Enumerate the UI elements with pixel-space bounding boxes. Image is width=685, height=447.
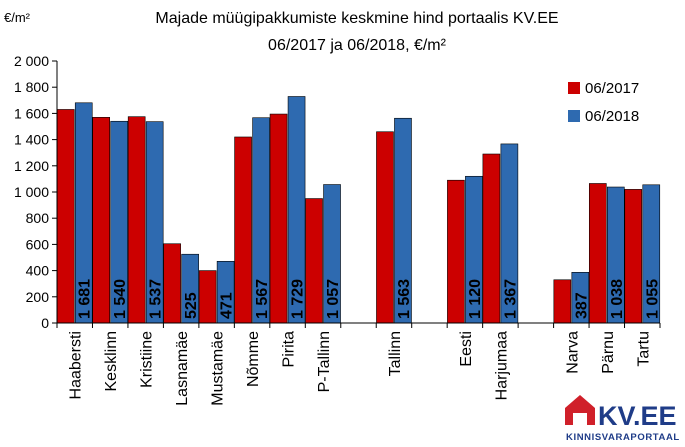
bar-2017-tartu [624,189,643,324]
data-label-2018-kesklinn: 1 540 [112,279,129,319]
bars [56,96,661,324]
x-tick-label-lasnamae: Lasnamäe [174,331,191,406]
data-label-2018-tallinn: 1 563 [396,279,413,319]
data-label-2018-harjumaa: 1 367 [502,279,519,319]
chart-subtitle: 06/2017 ja 06/2018, €/m² [268,37,447,54]
y-tick-label: 0 [41,315,49,331]
x-tick-label-narva: Narva [564,331,581,374]
x-tick-label-eesti: Eesti [458,331,475,367]
y-tick-label: 1 600 [14,105,49,121]
data-label-2018-parnu: 1 038 [609,279,626,319]
x-tick-label-harjumaa: Harjumaa [493,331,510,400]
data-label-2018-p-tallinn: 1 057 [325,279,342,319]
data-label-2018-tartu: 1 055 [644,279,661,319]
bar-2017-tallinn [376,131,394,324]
bar-2017-narva [553,279,572,324]
bar-2017-lasnamae [163,243,181,324]
data-label-2018-lasnamae: 525 [183,292,200,319]
bar-2017-mustamae [198,270,217,324]
x-tick-label-pirita: Pirita [281,331,298,368]
bar-2017-eesti [447,179,465,324]
bar-2017-haabersti [56,109,75,324]
y-tick-label: 200 [26,289,50,305]
x-tick-label-kristiine: Kristiine [139,331,156,388]
logo-house-icon [565,395,595,425]
y-axis-unit-label: €/m² [4,10,31,25]
bar-2017-kesklinn [92,117,111,324]
data-label-2018-eesti: 1 120 [467,279,484,319]
legend-label-06-2017: 06/2017 [585,80,639,97]
x-axis-labels: Haabersti Kesklinn Kristiine Lasnamäe Mustam… [68,331,653,406]
bar-2017-pirita [269,113,288,324]
legend-swatch-06-2018 [568,110,580,122]
x-tick-label-tallinn: Tallinn [387,331,404,376]
bar-2017-harjumaa [482,153,501,324]
x-tick-label-mustamae: Mustamäe [210,331,227,406]
data-labels: 1 681 1 540 1 537 525 471 1 567 1 729 1 057 1 56… [77,279,662,319]
data-label-2018-narva: 387 [573,292,590,319]
x-tick-label-kesklinn: Kesklinn [103,331,120,391]
y-axis-ticks: 0 200 400 600 800 1 000 1 200 1 400 1 600 1 800 2 … [14,53,49,331]
data-label-2018-kristiine: 1 537 [148,279,165,319]
legend-label-06-2018: 06/2018 [585,108,639,125]
y-tick-label: 2 000 [14,53,49,69]
data-label-2018-haabersti: 1 681 [77,279,94,319]
data-label-2018-nomme: 1 567 [254,279,271,319]
bar-2017-nomme [234,136,252,324]
x-tick-label-parnu: Pärnu [600,331,617,374]
y-tick-label: 1 000 [14,184,49,200]
x-tick-label-haabersti: Haabersti [68,331,85,399]
y-tick-label: 800 [26,210,50,226]
x-tick-label-p-tallinn: P-Tallinn [316,331,333,392]
y-tick-label: 1 800 [14,79,49,95]
x-tick-label-tartu: Tartu [635,331,652,367]
data-label-2018-pirita: 1 729 [290,279,307,319]
legend: 06/2017 06/2018 [568,80,639,125]
y-tick-label: 400 [26,263,50,279]
y-tick-label: 1 200 [14,158,49,174]
data-label-2018-mustamae: 471 [219,292,236,319]
chart-title: Majade müügipakkumiste keskmine hind por… [155,10,558,27]
axes [52,60,661,328]
logo-brand-text: KV.EE [598,401,677,431]
logo-tagline: KINNISVARAPORTAAL [566,432,680,443]
bar-2017-kristiine [127,116,146,324]
y-tick-label: 1 400 [14,132,49,148]
bar-2017-p-tallinn [305,198,323,324]
bar-2017-parnu [588,183,607,324]
y-tick-label: 600 [26,236,50,252]
x-tick-label-nomme: Nõmme [245,331,262,387]
legend-swatch-06-2017 [568,82,580,94]
kv-ee-logo: KV.EE KINNISVARAPORTAAL [565,395,680,443]
